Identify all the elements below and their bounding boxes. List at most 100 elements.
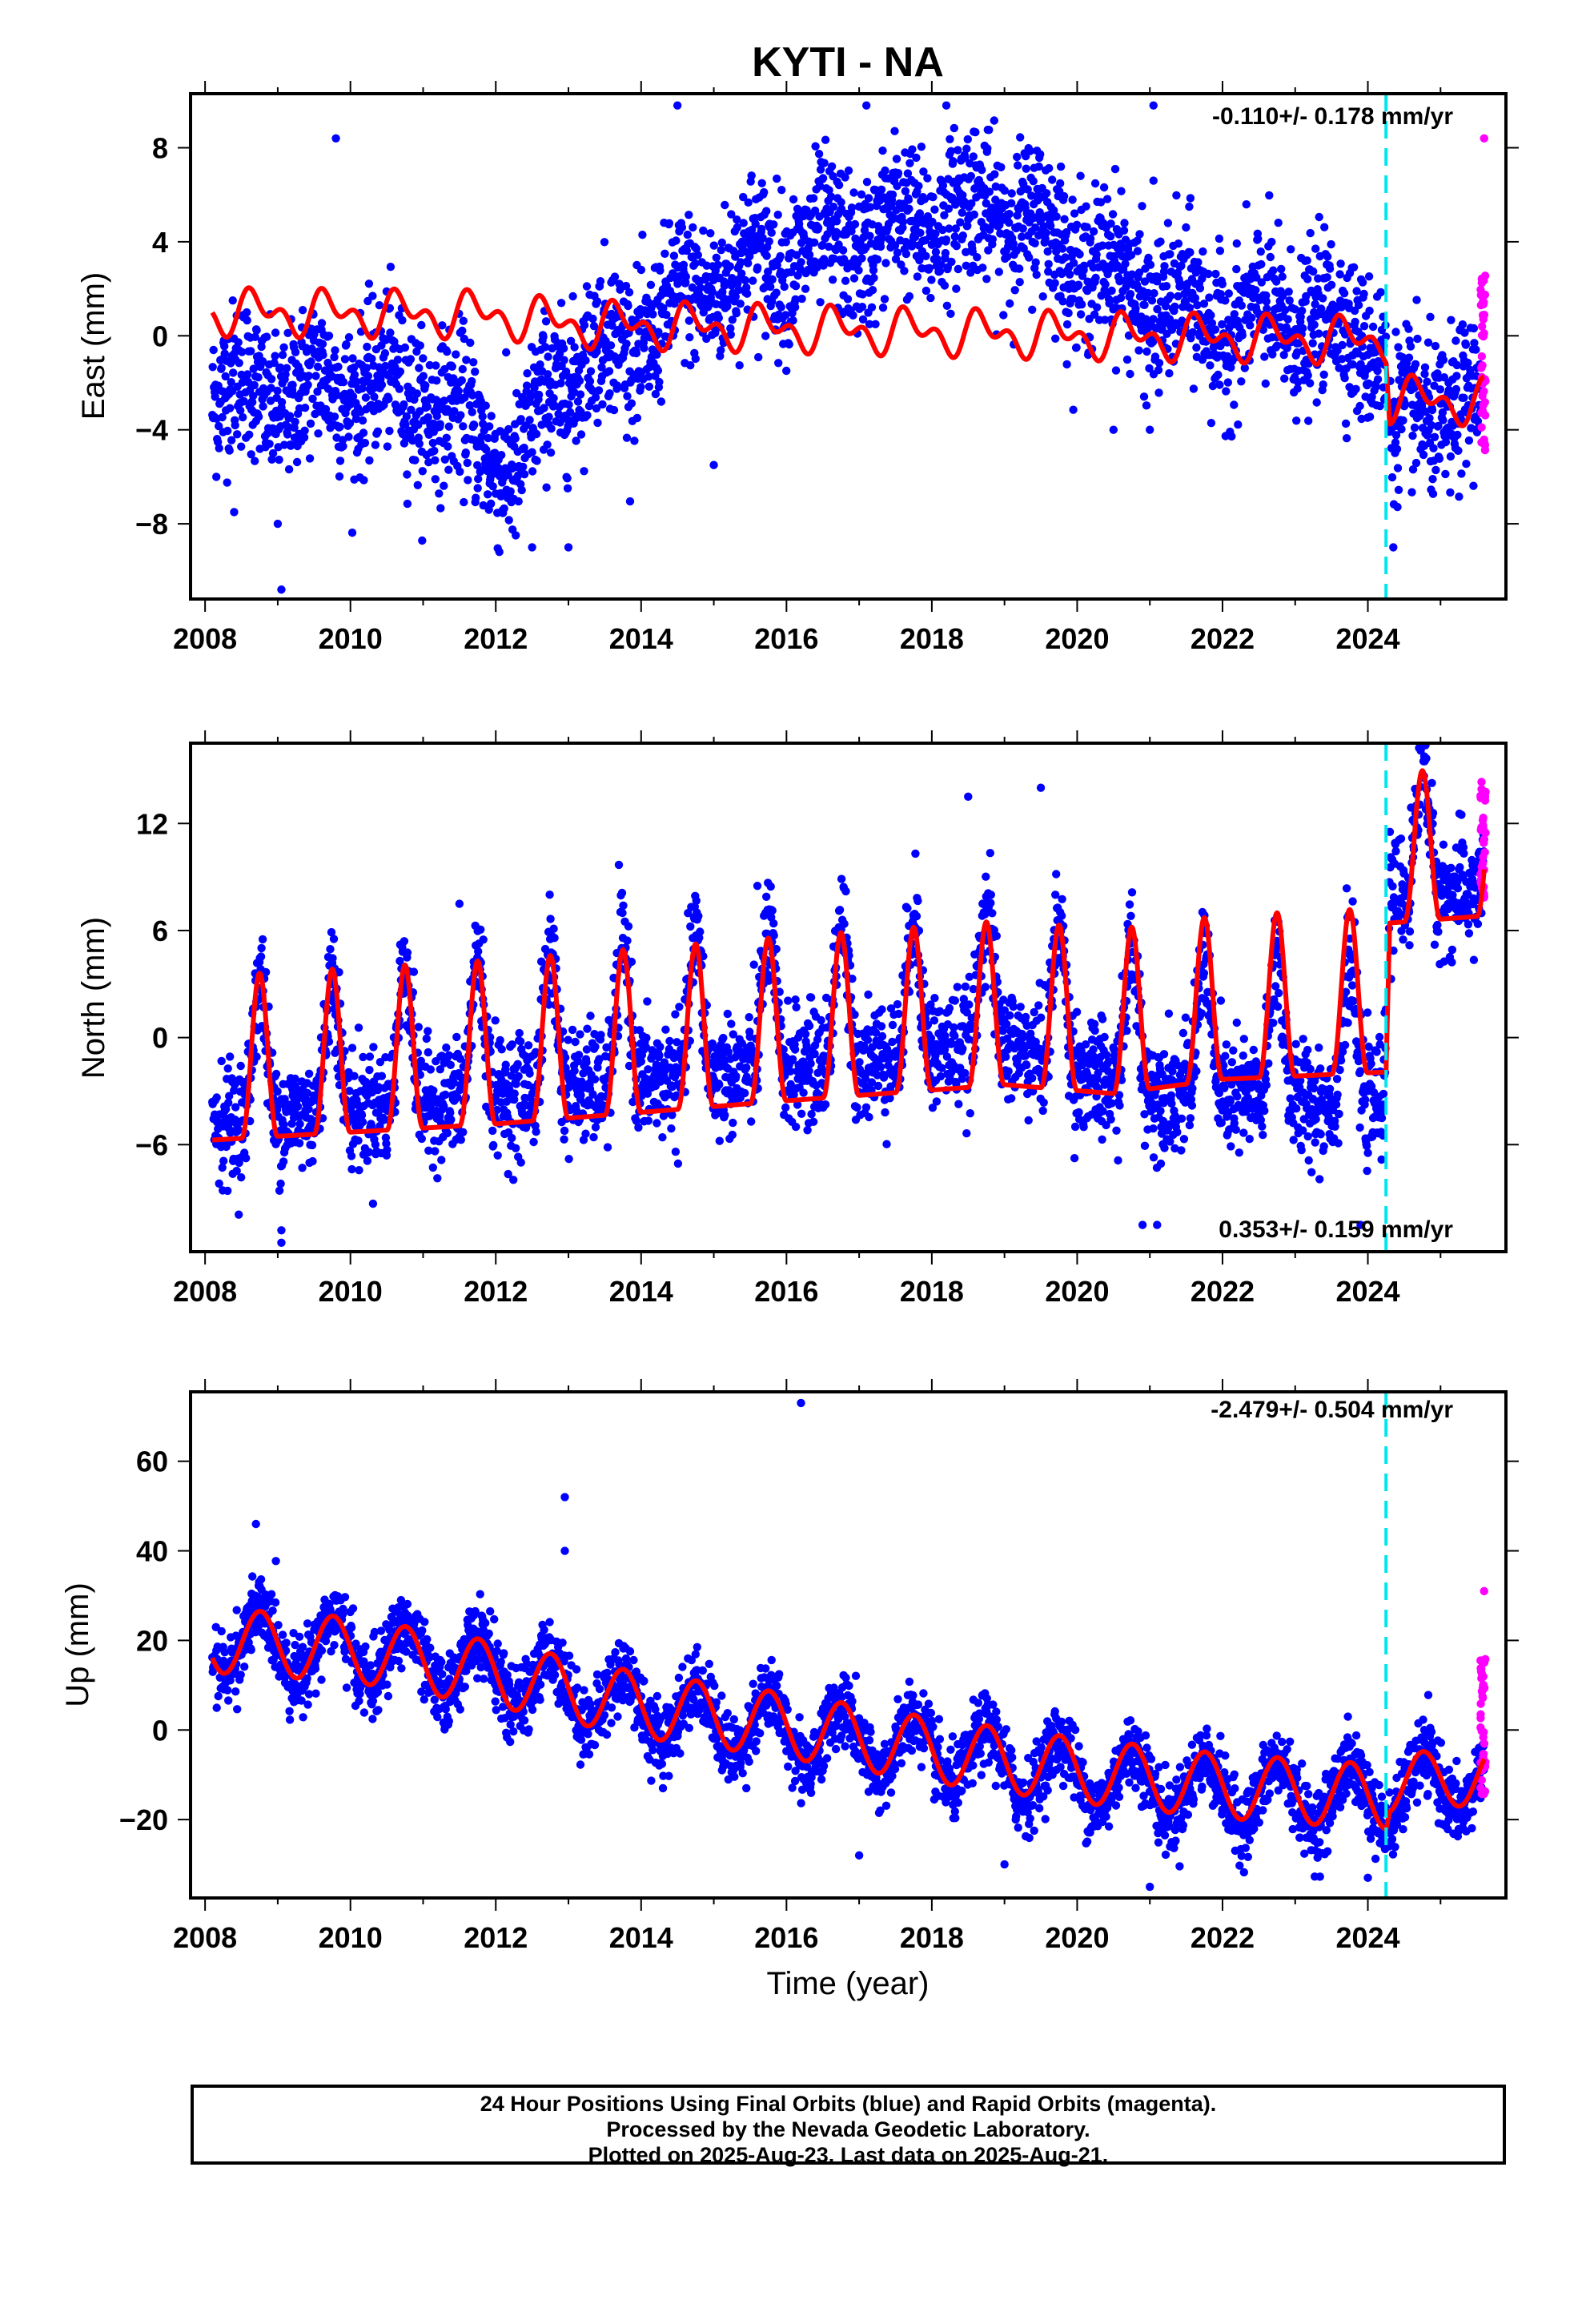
east-final-point <box>1192 343 1201 352</box>
east-final-point <box>815 182 825 191</box>
east-final-point <box>1428 475 1437 484</box>
east-final-point <box>685 316 693 325</box>
east-final-point <box>950 123 959 133</box>
east-final-point <box>898 217 908 227</box>
north-final-point <box>295 1120 304 1128</box>
north-final-point <box>219 1156 228 1165</box>
east-final-point <box>892 155 901 163</box>
east-final-point <box>638 231 647 239</box>
east-final-point <box>849 188 858 197</box>
east-final-point <box>1065 270 1074 279</box>
east-final-point <box>1050 279 1059 287</box>
east-final-point <box>591 393 600 402</box>
east-final-point <box>947 257 956 267</box>
east-final-point <box>1027 191 1036 200</box>
east-final-point <box>1177 261 1186 271</box>
east-final-point <box>481 401 490 410</box>
east-final-point <box>785 340 793 349</box>
east-final-point <box>424 458 433 467</box>
east-final-point <box>225 446 234 455</box>
north-final-point <box>234 1125 243 1134</box>
east-final-point <box>352 377 361 386</box>
east-final-point <box>914 182 923 191</box>
east-final-point <box>468 376 476 386</box>
east-final-point <box>1028 305 1037 314</box>
east-final-point <box>709 241 718 250</box>
north-final-point <box>512 1144 520 1153</box>
east-final-point <box>865 203 875 211</box>
east-final-point <box>1064 308 1073 318</box>
east-final-point <box>1256 247 1266 256</box>
east-final-point <box>1057 269 1066 279</box>
east-final-point <box>760 187 769 197</box>
east-final-point <box>1230 310 1239 319</box>
north-final-point <box>792 1003 801 1012</box>
east-final-point <box>1319 370 1328 379</box>
east-final-point <box>832 227 841 236</box>
east-final-point <box>227 436 236 444</box>
east-final-point <box>912 153 921 163</box>
east-final-point <box>962 144 971 153</box>
east-final-point <box>1150 352 1160 361</box>
east-final-point <box>1446 452 1456 461</box>
north-panel: North (mm) 2008 2010 2012 2014 2016 2018 2020 2… <box>76 730 1519 1308</box>
east-final-point <box>1149 315 1158 324</box>
east-final-point <box>321 404 331 414</box>
east-rapid-point <box>1477 423 1486 432</box>
east-final-point <box>334 362 343 372</box>
east-final-point <box>612 381 622 390</box>
east-final-point <box>971 127 980 137</box>
east-final-point <box>662 310 671 320</box>
east-final-point <box>248 398 257 407</box>
east-final-point <box>858 315 868 324</box>
east-final-point <box>1052 212 1061 221</box>
east-final-point <box>737 269 746 278</box>
east-final-point <box>543 440 552 449</box>
north-final-point <box>803 1126 812 1135</box>
east-final-point <box>375 301 384 310</box>
east-final-point <box>313 387 322 396</box>
north-final-point <box>414 1023 423 1031</box>
east-final-point <box>335 472 344 481</box>
east-final-point <box>575 376 584 385</box>
east-final-point <box>400 343 410 352</box>
north-final-point <box>560 1126 569 1136</box>
east-final-point <box>350 370 359 380</box>
east-final-point <box>1391 431 1401 440</box>
north-final-point <box>276 1179 285 1188</box>
east-final-point <box>459 422 468 431</box>
north-final-point <box>382 1139 391 1148</box>
east-final-point <box>880 295 889 304</box>
east-final-point <box>792 251 801 259</box>
east-final-point <box>985 187 994 196</box>
east-final-point <box>1133 247 1142 255</box>
north-final-point <box>643 997 652 1006</box>
east-final-point <box>522 381 532 390</box>
east-final-point <box>821 135 830 144</box>
north-final-point <box>570 1066 579 1076</box>
east-rapid-point <box>1477 364 1486 372</box>
north-final-point <box>257 943 266 953</box>
east-final-point <box>901 249 911 259</box>
east-final-point <box>1268 350 1277 359</box>
east-final-point <box>1393 464 1403 472</box>
east-final-point <box>1469 481 1478 490</box>
east-final-point <box>1279 351 1288 360</box>
north-final-point <box>529 1137 538 1147</box>
north-final-point <box>694 911 703 921</box>
east-x-tick-label: 2016 <box>754 622 818 655</box>
east-final-point <box>1435 454 1444 463</box>
east-final-point <box>990 116 999 125</box>
east-final-point <box>1302 292 1311 301</box>
east-final-point <box>1038 292 1047 301</box>
east-final-point <box>300 426 309 435</box>
east-final-point <box>1098 241 1107 250</box>
east-final-point <box>1472 345 1480 354</box>
east-final-point <box>1044 267 1053 276</box>
east-final-point <box>797 258 805 267</box>
east-final-point <box>1323 273 1331 282</box>
north-final-point <box>747 1117 756 1126</box>
north-final-point <box>355 1166 363 1175</box>
east-final-point <box>1269 266 1278 275</box>
